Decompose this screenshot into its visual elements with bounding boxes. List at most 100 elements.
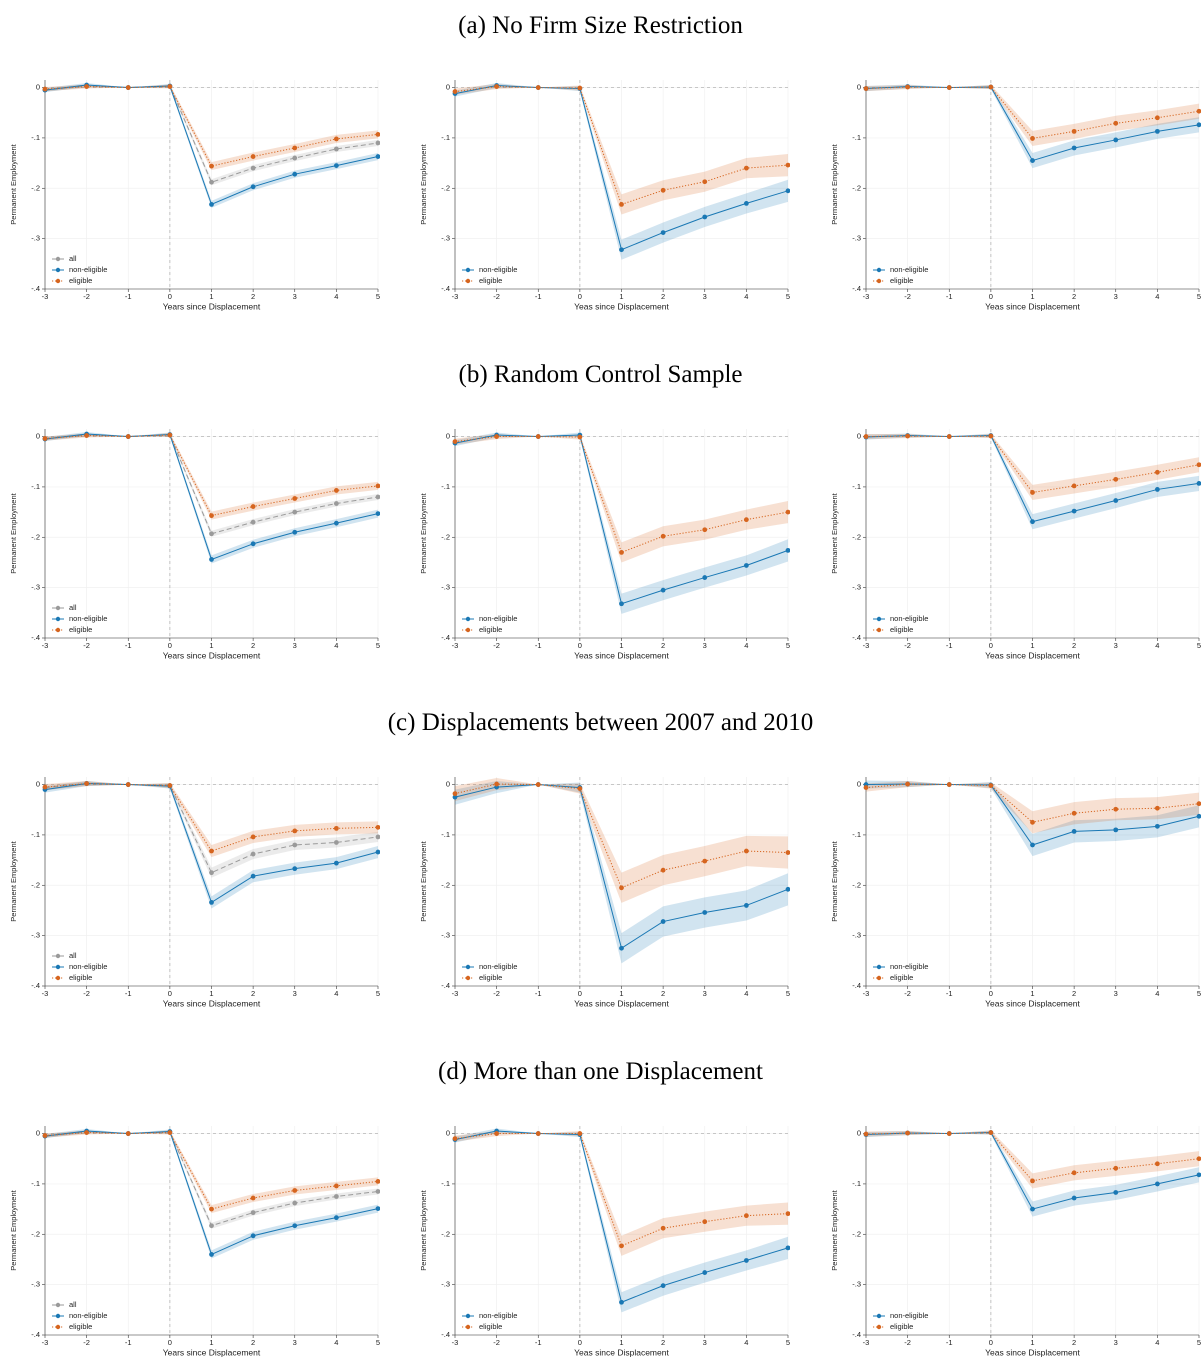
- y-tick-label: -.4: [31, 284, 40, 293]
- point: [292, 1200, 298, 1206]
- x-tick-label: 1: [1030, 292, 1034, 301]
- point: [1154, 128, 1160, 134]
- legend-label: non-eligible: [69, 1311, 107, 1320]
- point: [785, 547, 790, 553]
- x-tick-label: 0: [989, 989, 993, 998]
- chart: 0 -.1 -.2 -.3 -.4-3 -2 -1 0 1 2 3 4 5 Yeas since Disp…: [830, 1126, 1201, 1357]
- point: [494, 782, 500, 787]
- legend-marker: [465, 1313, 471, 1319]
- x-tick-label: 4: [744, 292, 748, 301]
- point: [1030, 1206, 1035, 1212]
- y-tick-label: -.4: [441, 284, 450, 293]
- x-tick-label: 1: [619, 989, 623, 998]
- x-tick-label: -2: [83, 1338, 90, 1347]
- y-tick-label: 0: [36, 83, 40, 92]
- point: [988, 783, 994, 789]
- series-line: [865, 86, 1200, 139]
- x-tick-label: 2: [1072, 1338, 1076, 1347]
- point: [743, 165, 749, 171]
- point: [702, 1219, 708, 1225]
- legend-label: eligible: [479, 973, 502, 982]
- y-tick-label: -.3: [852, 582, 861, 591]
- x-tick-label: -3: [42, 989, 49, 998]
- y-axis-label: Permanent Employment: [830, 143, 839, 224]
- y-tick-label: -.4: [852, 981, 861, 990]
- x-tick-label: -2: [83, 641, 90, 650]
- legend-marker: [876, 1313, 882, 1319]
- point: [375, 494, 380, 500]
- x-tick-label: 5: [1197, 989, 1201, 998]
- point: [250, 154, 256, 159]
- point: [167, 84, 173, 89]
- legend-label: non-eligible: [69, 265, 107, 274]
- x-tick-label: -2: [493, 989, 500, 998]
- point: [250, 519, 256, 525]
- point: [333, 1194, 339, 1199]
- x-tick-label: 5: [376, 292, 380, 301]
- legend-label: non-eligible: [479, 1311, 517, 1320]
- y-tick-label: -.4: [441, 633, 450, 642]
- y-tick-label: -.2: [852, 532, 861, 541]
- legend-marker: [55, 965, 61, 970]
- x-tick-label: -2: [493, 641, 500, 650]
- point: [905, 84, 911, 90]
- point: [1071, 1170, 1077, 1176]
- point: [42, 86, 48, 92]
- x-tick-label: -1: [535, 641, 542, 650]
- x-tick-label: 5: [376, 641, 380, 650]
- x-tick-label: 0: [168, 292, 172, 301]
- x-tick-label: 3: [703, 1338, 707, 1347]
- series-line: [454, 435, 789, 553]
- point: [535, 85, 541, 90]
- x-tick-label: -3: [452, 641, 459, 650]
- point: [452, 1136, 458, 1142]
- x-tick-label: 3: [1114, 292, 1118, 301]
- y-tick-label: -.4: [31, 633, 40, 642]
- legend-label: eligible: [69, 973, 92, 982]
- point: [375, 834, 380, 840]
- point: [452, 791, 458, 797]
- y-tick-label: 0: [36, 1129, 40, 1138]
- confidence-band: [45, 83, 378, 208]
- x-tick-label: -1: [535, 1338, 542, 1347]
- x-tick-label: 5: [786, 1338, 790, 1347]
- point: [660, 587, 666, 593]
- point: [785, 887, 790, 893]
- point: [333, 136, 339, 142]
- chart: 0 -.1 -.2 -.3 -.4-3 -2 -1 0 1 2 3 4 5 Yeas since Disp…: [419, 80, 790, 311]
- x-tick-label: 5: [786, 989, 790, 998]
- x-tick-label: 2: [251, 641, 255, 650]
- legend-label: non-eligible: [69, 962, 107, 971]
- point: [535, 1131, 541, 1137]
- y-tick-label: 0: [857, 1129, 861, 1138]
- point: [702, 214, 708, 220]
- point: [452, 795, 458, 800]
- x-axis-label: Years since Displacement: [163, 301, 261, 311]
- point: [375, 1189, 380, 1194]
- x-tick-label: 4: [334, 989, 338, 998]
- point: [292, 1188, 298, 1193]
- y-tick-label: 0: [857, 431, 861, 440]
- x-axis-label: Yeas since Displacement: [574, 650, 669, 660]
- x-tick-label: -1: [125, 292, 132, 301]
- legend-label: eligible: [890, 625, 913, 634]
- x-tick-label: 4: [1155, 989, 1159, 998]
- point: [84, 781, 90, 787]
- confidence-band: [866, 1130, 1199, 1217]
- legend-label: eligible: [890, 973, 913, 982]
- legend-label: eligible: [69, 1322, 92, 1331]
- y-tick-label: -.3: [852, 931, 861, 940]
- point: [1113, 807, 1119, 813]
- x-tick-label: 1: [209, 989, 213, 998]
- legend-marker: [465, 616, 471, 621]
- point: [702, 179, 708, 185]
- point: [905, 782, 911, 787]
- confidence-band: [866, 433, 1199, 529]
- point: [1113, 120, 1119, 126]
- y-tick-label: 0: [446, 1129, 450, 1138]
- legend-label: eligible: [479, 625, 502, 634]
- point: [1071, 508, 1077, 514]
- point: [250, 503, 256, 509]
- point: [1071, 145, 1077, 151]
- x-tick-label: 2: [661, 292, 665, 301]
